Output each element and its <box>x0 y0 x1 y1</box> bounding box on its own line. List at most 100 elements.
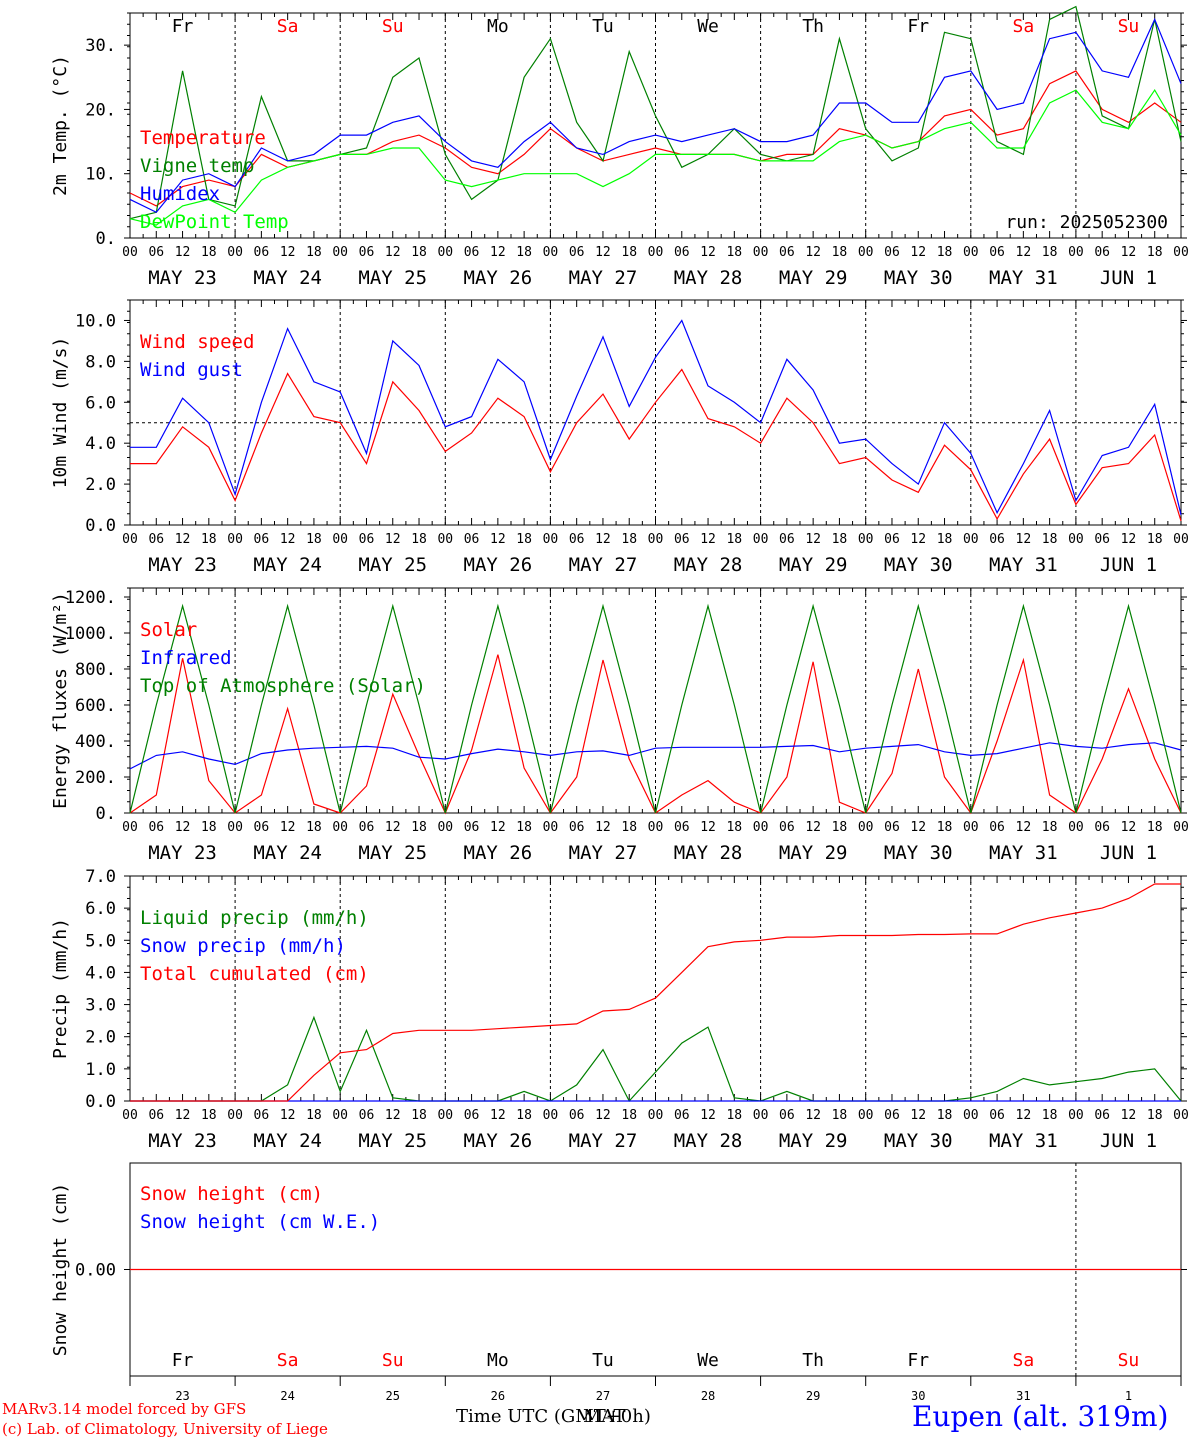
hour-tick-label: 00 <box>332 1108 348 1123</box>
hour-tick-label: 06 <box>779 245 795 260</box>
hour-tick-label: 18 <box>726 532 742 547</box>
hour-tick-label: 00 <box>648 245 664 260</box>
hour-tick-label: 00 <box>332 532 348 547</box>
y-tick-label: 3.0 <box>85 996 116 1016</box>
hour-tick-label: 06 <box>464 1108 480 1123</box>
hour-tick-label: 18 <box>411 820 427 835</box>
date-label: MAY 24 <box>253 1130 322 1152</box>
hour-tick-label: 18 <box>726 820 742 835</box>
hour-tick-label: 06 <box>148 532 164 547</box>
day-name: We <box>697 16 719 37</box>
date-label: MAY 26 <box>464 842 533 864</box>
hour-tick-label: 12 <box>280 532 296 547</box>
y-tick-label: 600. <box>75 696 116 716</box>
hour-tick-label: 12 <box>385 820 401 835</box>
date-label: MAY 31 <box>989 1130 1058 1152</box>
hour-tick-label: 00 <box>858 1108 874 1123</box>
hour-tick-label: 06 <box>884 245 900 260</box>
bottom-day-name: Sa <box>1013 1350 1035 1371</box>
date-label: MAY 25 <box>358 842 427 864</box>
y-tick-label: 1200. <box>65 588 116 608</box>
y-tick-label: 0.00 <box>75 1261 116 1281</box>
date-label: MAY 23 <box>148 842 217 864</box>
hour-tick-label: 00 <box>858 820 874 835</box>
hour-tick-label: 18 <box>832 245 848 260</box>
hour-tick-label: 12 <box>175 532 191 547</box>
hour-tick-label: 00 <box>543 245 559 260</box>
hour-tick-label: 06 <box>674 532 690 547</box>
day-name: Fr <box>907 16 929 37</box>
hour-tick-label: 18 <box>1042 1108 1058 1123</box>
bottom-day-name: Su <box>382 1350 404 1371</box>
hour-tick-label: 06 <box>359 532 375 547</box>
hour-tick-label: 12 <box>805 820 821 835</box>
series-line-humidex <box>129 17 1182 214</box>
hour-tick-label: 06 <box>464 245 480 260</box>
hour-tick-label: 18 <box>201 245 217 260</box>
hour-tick-label: 18 <box>621 245 637 260</box>
date-label: MAY 23 <box>148 554 217 576</box>
hour-tick-label: 06 <box>1094 820 1110 835</box>
hour-tick-label: 00 <box>227 532 243 547</box>
hour-tick-label: 18 <box>832 1108 848 1123</box>
date-label: MAY 30 <box>884 554 953 576</box>
lab-credit: (c) Lab. of Climatology, University of L… <box>2 1420 328 1438</box>
date-label: MAY 30 <box>884 842 953 864</box>
hour-tick-label: 06 <box>148 245 164 260</box>
y-tick-label: 2.0 <box>85 475 116 495</box>
legend-entry: Infrared <box>140 647 232 669</box>
bottom-day-name: Mo <box>487 1350 509 1371</box>
y-tick-label: 8.0 <box>85 352 116 372</box>
hour-tick-label: 18 <box>621 1108 637 1123</box>
y-tick-label: 10.0 <box>75 311 116 331</box>
date-label: MAY 28 <box>674 267 743 289</box>
legend-entry: Temperature <box>140 127 266 149</box>
hour-tick-label: 12 <box>280 245 296 260</box>
y-tick-label: 5.0 <box>85 931 116 951</box>
hour-tick-label: 18 <box>937 820 953 835</box>
hour-tick-label: 18 <box>1147 1108 1163 1123</box>
hour-tick-label: 18 <box>411 1108 427 1123</box>
hour-tick-label: 06 <box>779 532 795 547</box>
hour-tick-label: 18 <box>516 532 532 547</box>
hour-tick-label: 00 <box>332 245 348 260</box>
date-label: MAY 25 <box>358 554 427 576</box>
hour-tick-label: 12 <box>910 532 926 547</box>
bottom-day-number: 28 <box>701 1389 715 1403</box>
series-line-top-of-atmosphere-solar- <box>129 603 1182 814</box>
bottom-day-name: Tu <box>592 1350 614 1371</box>
hour-tick-label: 00 <box>1173 245 1189 260</box>
hour-tick-label: 18 <box>201 532 217 547</box>
hour-tick-label: 06 <box>884 820 900 835</box>
series-line-infrared <box>129 742 1182 770</box>
hour-tick-label: 00 <box>1068 245 1084 260</box>
hour-tick-label: 06 <box>148 1108 164 1123</box>
hour-tick-label: 12 <box>490 820 506 835</box>
date-label: MAY 29 <box>779 554 848 576</box>
bottom-day-name: Fr <box>907 1350 929 1371</box>
bottom-day-number: 29 <box>806 1389 820 1403</box>
date-label: MAY 27 <box>569 554 638 576</box>
hour-tick-label: 06 <box>569 245 585 260</box>
station-name: Eupen (alt. 319m) <box>912 1400 1169 1433</box>
hour-tick-label: 06 <box>884 1108 900 1123</box>
hour-tick-label: 12 <box>700 1108 716 1123</box>
legend-entry: Wind gust <box>140 359 243 381</box>
hour-tick-label: 18 <box>832 820 848 835</box>
hour-tick-label: 00 <box>437 1108 453 1123</box>
date-label: MAY 24 <box>253 554 322 576</box>
hour-tick-label: 06 <box>674 245 690 260</box>
y-tick-label: 2.0 <box>85 1028 116 1048</box>
wind-axis-label: 10m Wind (m/s) <box>50 337 71 489</box>
hour-tick-label: 06 <box>359 245 375 260</box>
hour-tick-label: 12 <box>175 1108 191 1123</box>
y-tick-label: 4.0 <box>85 963 116 983</box>
hour-tick-label: 12 <box>1121 820 1137 835</box>
hour-tick-label: 12 <box>280 820 296 835</box>
hour-tick-label: 18 <box>201 820 217 835</box>
hour-tick-label: 00 <box>122 532 138 547</box>
hour-tick-label: 00 <box>963 820 979 835</box>
hour-tick-label: 18 <box>1042 532 1058 547</box>
legend-entry: Snow precip (mm/h) <box>140 935 346 957</box>
